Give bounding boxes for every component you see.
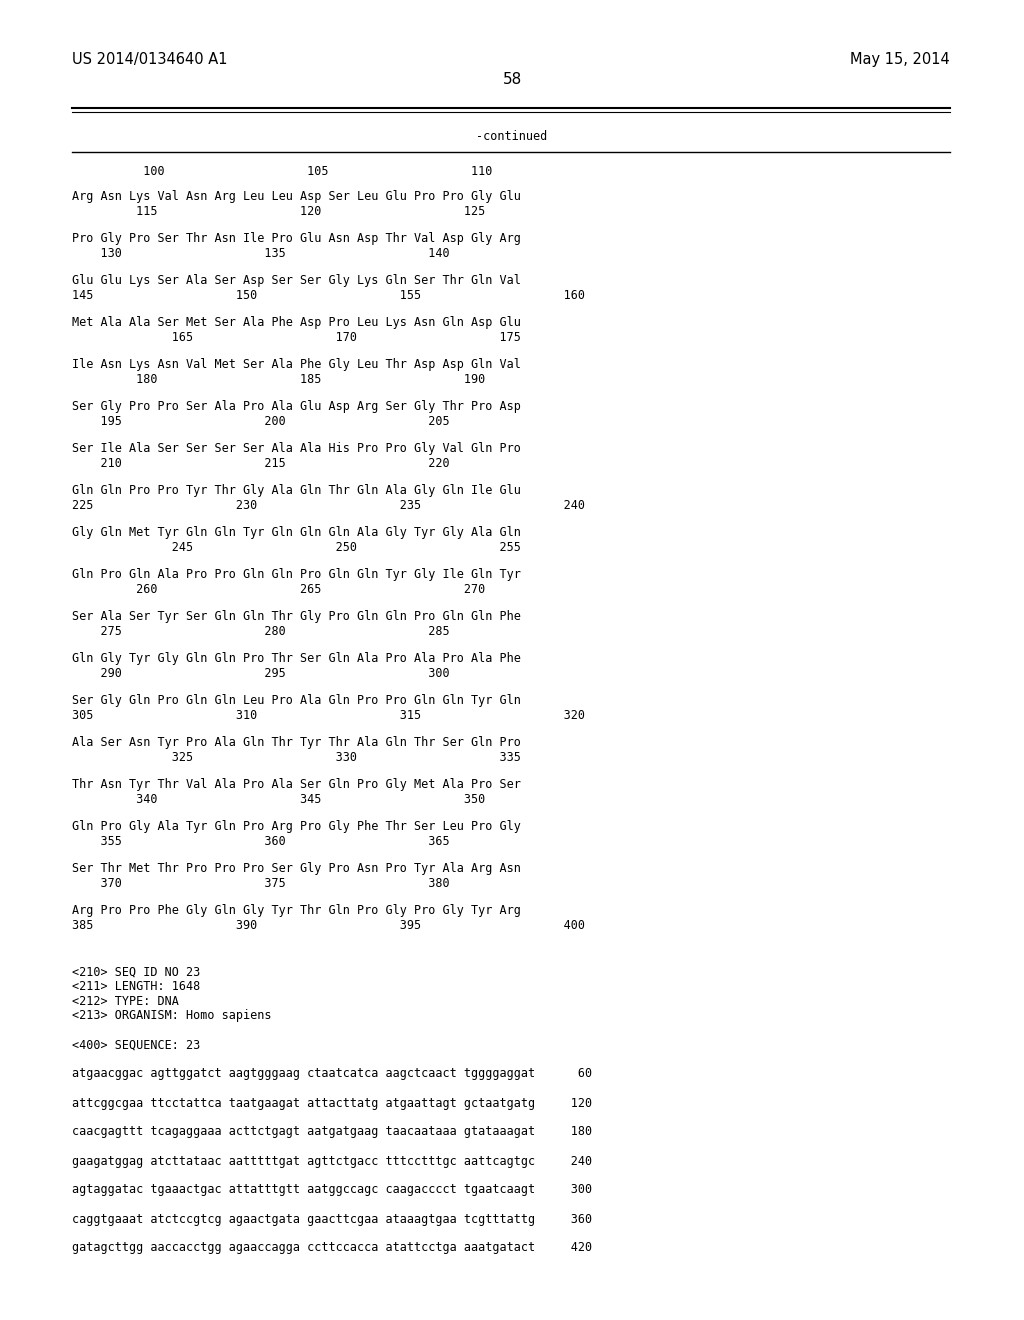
Text: 325                    330                    335: 325 330 335 xyxy=(72,751,521,764)
Text: 165                    170                    175: 165 170 175 xyxy=(72,331,521,345)
Text: Pro Gly Pro Ser Thr Asn Ile Pro Glu Asn Asp Thr Val Asp Gly Arg: Pro Gly Pro Ser Thr Asn Ile Pro Glu Asn … xyxy=(72,232,521,246)
Text: -continued: -continued xyxy=(476,129,548,143)
Text: 370                    375                    380: 370 375 380 xyxy=(72,876,450,890)
Text: Gln Gln Pro Pro Tyr Thr Gly Ala Gln Thr Gln Ala Gly Gln Ile Glu: Gln Gln Pro Pro Tyr Thr Gly Ala Gln Thr … xyxy=(72,484,521,498)
Text: Ser Ala Ser Tyr Ser Gln Gln Thr Gly Pro Gln Gln Pro Gln Gln Phe: Ser Ala Ser Tyr Ser Gln Gln Thr Gly Pro … xyxy=(72,610,521,623)
Text: Met Ala Ala Ser Met Ser Ala Phe Asp Pro Leu Lys Asn Gln Asp Glu: Met Ala Ala Ser Met Ser Ala Phe Asp Pro … xyxy=(72,315,521,329)
Text: 245                    250                    255: 245 250 255 xyxy=(72,541,521,554)
Text: 195                    200                    205: 195 200 205 xyxy=(72,414,450,428)
Text: attcggcgaa ttcctattca taatgaagat attacttatg atgaattagt gctaatgatg     120: attcggcgaa ttcctattca taatgaagat attactt… xyxy=(72,1097,592,1110)
Text: Ser Gly Pro Pro Ser Ala Pro Ala Glu Asp Arg Ser Gly Thr Pro Asp: Ser Gly Pro Pro Ser Ala Pro Ala Glu Asp … xyxy=(72,400,521,413)
Text: 275                    280                    285: 275 280 285 xyxy=(72,624,450,638)
Text: Ile Asn Lys Asn Val Met Ser Ala Phe Gly Leu Thr Asp Asp Gln Val: Ile Asn Lys Asn Val Met Ser Ala Phe Gly … xyxy=(72,358,521,371)
Text: gatagcttgg aaccacctgg agaaccagga ccttccacca atattcctga aaatgatact     420: gatagcttgg aaccacctgg agaaccagga ccttcca… xyxy=(72,1242,592,1254)
Text: 58: 58 xyxy=(503,73,521,87)
Text: Arg Asn Lys Val Asn Arg Leu Leu Asp Ser Leu Glu Pro Pro Gly Glu: Arg Asn Lys Val Asn Arg Leu Leu Asp Ser … xyxy=(72,190,521,203)
Text: 385                    390                    395                    400: 385 390 395 400 xyxy=(72,919,585,932)
Text: 260                    265                    270: 260 265 270 xyxy=(72,583,485,597)
Text: Glu Glu Lys Ser Ala Ser Asp Ser Ser Gly Lys Gln Ser Thr Gln Val: Glu Glu Lys Ser Ala Ser Asp Ser Ser Gly … xyxy=(72,275,521,286)
Text: 210                    215                    220: 210 215 220 xyxy=(72,457,450,470)
Text: Gln Pro Gly Ala Tyr Gln Pro Arg Pro Gly Phe Thr Ser Leu Pro Gly: Gln Pro Gly Ala Tyr Gln Pro Arg Pro Gly … xyxy=(72,820,521,833)
Text: Ser Thr Met Thr Pro Pro Pro Ser Gly Pro Asn Pro Tyr Ala Arg Asn: Ser Thr Met Thr Pro Pro Pro Ser Gly Pro … xyxy=(72,862,521,875)
Text: 355                    360                    365: 355 360 365 xyxy=(72,836,450,847)
Text: <210> SEQ ID NO 23: <210> SEQ ID NO 23 xyxy=(72,966,201,979)
Text: Thr Asn Tyr Thr Val Ala Pro Ala Ser Gln Pro Gly Met Ala Pro Ser: Thr Asn Tyr Thr Val Ala Pro Ala Ser Gln … xyxy=(72,777,521,791)
Text: 305                    310                    315                    320: 305 310 315 320 xyxy=(72,709,585,722)
Text: agtaggatac tgaaactgac attatttgtt aatggccagc caagacccct tgaatcaagt     300: agtaggatac tgaaactgac attatttgtt aatggcc… xyxy=(72,1184,592,1196)
Text: 100                    105                    110: 100 105 110 xyxy=(72,165,493,178)
Text: atgaacggac agttggatct aagtgggaag ctaatcatca aagctcaact tggggaggat      60: atgaacggac agttggatct aagtgggaag ctaatca… xyxy=(72,1068,592,1081)
Text: Gln Pro Gln Ala Pro Pro Gln Gln Pro Gln Gln Tyr Gly Ile Gln Tyr: Gln Pro Gln Ala Pro Pro Gln Gln Pro Gln … xyxy=(72,568,521,581)
Text: Gly Gln Met Tyr Gln Gln Tyr Gln Gln Gln Ala Gly Tyr Gly Ala Gln: Gly Gln Met Tyr Gln Gln Tyr Gln Gln Gln … xyxy=(72,525,521,539)
Text: May 15, 2014: May 15, 2014 xyxy=(850,51,950,67)
Text: 225                    230                    235                    240: 225 230 235 240 xyxy=(72,499,585,512)
Text: Arg Pro Pro Phe Gly Gln Gly Tyr Thr Gln Pro Gly Pro Gly Tyr Arg: Arg Pro Pro Phe Gly Gln Gly Tyr Thr Gln … xyxy=(72,904,521,917)
Text: 180                    185                    190: 180 185 190 xyxy=(72,374,485,385)
Text: 145                    150                    155                    160: 145 150 155 160 xyxy=(72,289,585,302)
Text: gaagatggag atcttataac aatttttgat agttctgacc tttcctttgc aattcagtgc     240: gaagatggag atcttataac aatttttgat agttctg… xyxy=(72,1155,592,1167)
Text: Ser Ile Ala Ser Ser Ser Ser Ala Ala His Pro Pro Gly Val Gln Pro: Ser Ile Ala Ser Ser Ser Ser Ala Ala His … xyxy=(72,442,521,455)
Text: <211> LENGTH: 1648: <211> LENGTH: 1648 xyxy=(72,981,201,994)
Text: <212> TYPE: DNA: <212> TYPE: DNA xyxy=(72,995,179,1008)
Text: US 2014/0134640 A1: US 2014/0134640 A1 xyxy=(72,51,227,67)
Text: 340                    345                    350: 340 345 350 xyxy=(72,793,485,807)
Text: caacgagttt tcagaggaaa acttctgagt aatgatgaag taacaataaa gtataaagat     180: caacgagttt tcagaggaaa acttctgagt aatgatg… xyxy=(72,1126,592,1138)
Text: 115                    120                    125: 115 120 125 xyxy=(72,205,485,218)
Text: caggtgaaat atctccgtcg agaactgata gaacttcgaa ataaagtgaa tcgtttattg     360: caggtgaaat atctccgtcg agaactgata gaacttc… xyxy=(72,1213,592,1225)
Text: Ala Ser Asn Tyr Pro Ala Gln Thr Tyr Thr Ala Gln Thr Ser Gln Pro: Ala Ser Asn Tyr Pro Ala Gln Thr Tyr Thr … xyxy=(72,737,521,748)
Text: 130                    135                    140: 130 135 140 xyxy=(72,247,450,260)
Text: Gln Gly Tyr Gly Gln Gln Pro Thr Ser Gln Ala Pro Ala Pro Ala Phe: Gln Gly Tyr Gly Gln Gln Pro Thr Ser Gln … xyxy=(72,652,521,665)
Text: Ser Gly Gln Pro Gln Gln Leu Pro Ala Gln Pro Pro Gln Gln Tyr Gln: Ser Gly Gln Pro Gln Gln Leu Pro Ala Gln … xyxy=(72,694,521,708)
Text: 290                    295                    300: 290 295 300 xyxy=(72,667,450,680)
Text: <213> ORGANISM: Homo sapiens: <213> ORGANISM: Homo sapiens xyxy=(72,1010,271,1023)
Text: <400> SEQUENCE: 23: <400> SEQUENCE: 23 xyxy=(72,1039,201,1052)
